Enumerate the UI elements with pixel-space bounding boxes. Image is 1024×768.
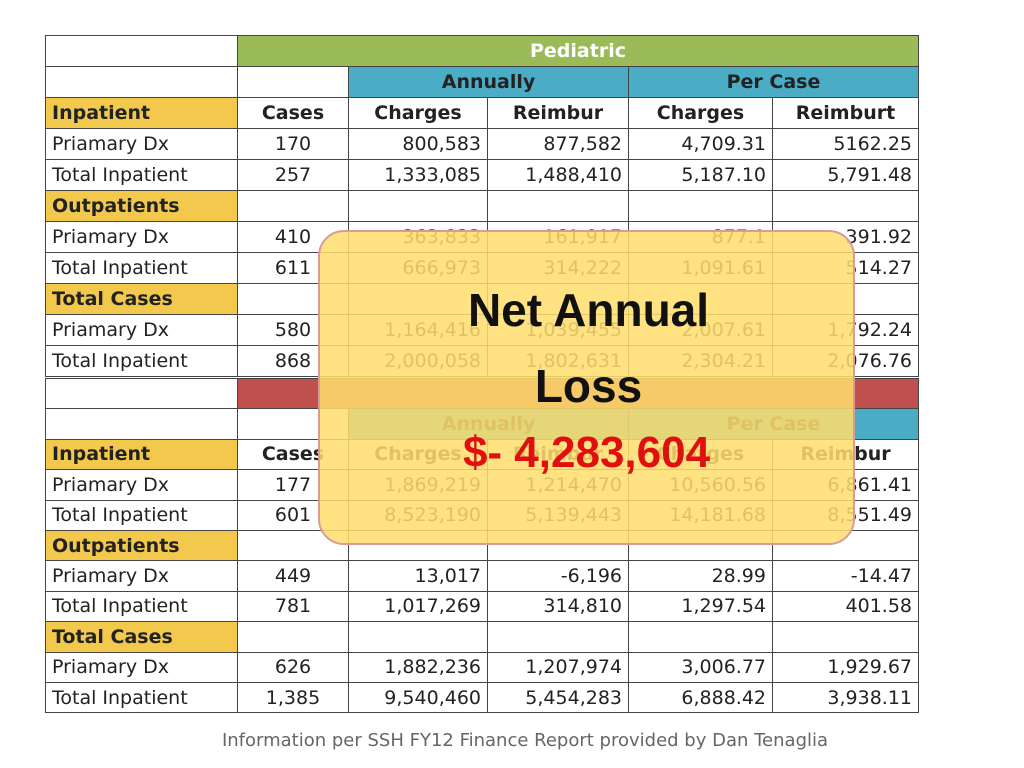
data-cell: 877,582 [487, 128, 629, 160]
blank-cell [772, 621, 919, 653]
blank-cell [348, 190, 488, 222]
blank-cell [772, 190, 919, 222]
data-cell: 1,333,085 [348, 159, 488, 191]
data-cell: 170 [237, 128, 349, 160]
blank-cell [348, 621, 488, 653]
data-cell: 5,187.10 [628, 159, 773, 191]
blank-cell [45, 66, 238, 98]
data-cell: 1,017,269 [348, 590, 488, 623]
data-cell: 4,709.31 [628, 128, 773, 160]
data-cell: 13,017 [348, 560, 488, 592]
column-header: Inpatient [45, 97, 238, 129]
column-header: Charges [628, 97, 773, 129]
section-title: Pediatric [237, 35, 919, 67]
data-cell: 401.58 [772, 590, 919, 623]
data-cell: 6,888.42 [628, 682, 773, 714]
data-cell: 800,583 [348, 128, 488, 160]
blank-cell [487, 621, 629, 653]
data-cell: 5,454,283 [487, 682, 629, 714]
blank-cell [45, 378, 238, 410]
row-label: Priamary Dx [45, 469, 238, 501]
row-label: Total Inpatient [45, 159, 238, 191]
data-cell: 1,488,410 [487, 159, 629, 191]
data-cell: 1,882,236 [348, 651, 488, 683]
row-label: Total Inpatient [45, 345, 238, 377]
column-header: Reimbur [487, 97, 629, 129]
column-header: Reimburt [772, 97, 919, 129]
row-label: Total Inpatient [45, 499, 238, 531]
row-label: Total Inpatient [45, 590, 238, 623]
data-cell: -6,196 [487, 560, 629, 592]
group-label: Outpatients [45, 530, 238, 562]
group-label: Outpatients [45, 190, 238, 222]
data-cell: -14.47 [772, 560, 919, 592]
data-cell: 3,006.77 [628, 651, 773, 683]
column-header: Cases [237, 97, 349, 129]
data-cell: 9,540,460 [348, 682, 488, 714]
data-cell: 3,938.11 [772, 682, 919, 714]
data-cell: 1,929.67 [772, 651, 919, 683]
data-cell: 1,385 [237, 682, 349, 714]
blank-cell [237, 190, 349, 222]
row-label: Priamary Dx [45, 651, 238, 683]
blank-cell [45, 408, 238, 440]
blank-cell [628, 190, 773, 222]
row-label: Priamary Dx [45, 128, 238, 160]
data-cell: 5162.25 [772, 128, 919, 160]
group-label: Total Cases [45, 283, 238, 315]
row-label: Priamary Dx [45, 314, 238, 346]
callout-amount: $- 4,283,604 [462, 428, 711, 477]
column-header: Charges [348, 97, 488, 129]
blank-cell [237, 621, 349, 653]
row-label: Priamary Dx [45, 221, 238, 253]
data-cell: 28.99 [628, 560, 773, 592]
data-cell: 314,810 [487, 590, 629, 623]
row-label: Total Inpatient [45, 252, 238, 284]
data-cell: 626 [237, 651, 349, 683]
group-header: Annually [348, 66, 629, 98]
row-label: Total Inpatient [45, 682, 238, 714]
blank-cell [487, 190, 629, 222]
column-header: Inpatient [45, 438, 238, 471]
footer-note: Information per SSH FY12 Finance Report … [221, 730, 829, 751]
data-cell: 257 [237, 159, 349, 191]
data-cell: 1,207,974 [487, 651, 629, 683]
group-header: Per Case [628, 66, 919, 98]
data-cell: 5,791.48 [772, 159, 919, 191]
data-cell: 1,297.54 [628, 590, 773, 623]
blank-cell [237, 66, 349, 98]
blank-cell [45, 35, 238, 67]
row-label: Priamary Dx [45, 560, 238, 592]
data-cell: 781 [237, 590, 349, 623]
data-cell: 449 [237, 560, 349, 592]
group-label: Total Cases [45, 621, 238, 653]
callout-box: Net Annual Loss $- 4,283,604 [318, 230, 855, 545]
callout-title: Net Annual Loss [467, 284, 710, 412]
blank-cell [628, 621, 773, 653]
